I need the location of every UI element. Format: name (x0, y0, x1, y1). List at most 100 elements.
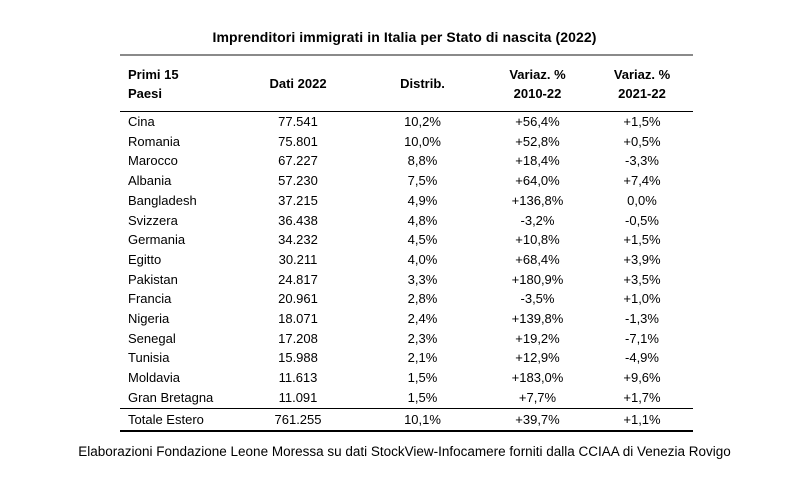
table-cell: +183,0% (511, 370, 564, 386)
table-cell: 18.071 (278, 311, 318, 327)
table-cell: +3,9% (623, 251, 661, 267)
table-row: Francia 20.961 2,8% -3,5% +1,0% (120, 289, 693, 309)
table-cell: 75.801 (278, 133, 318, 149)
table-cell: 57.230 (278, 173, 318, 189)
table-cell: -3,2% (520, 212, 555, 228)
table-cell: +3,5% (623, 271, 661, 287)
table-cell: 8,8% (407, 153, 438, 169)
table-cell: +12,9% (515, 350, 560, 366)
table-cell: +7,7% (518, 389, 557, 405)
column-header-line: Distrib. (400, 76, 445, 91)
table-cell: Germania (128, 232, 186, 248)
table-cell: Bangladesh (128, 192, 197, 208)
table-row: Svizzera 36.438 4,8% -3,2% -0,5% (120, 211, 693, 231)
table-cell: +1,7% (623, 389, 661, 405)
table-cell: Francia (128, 291, 172, 307)
table-row: Germania 34.232 4,5% +10,8% +1,5% (120, 230, 693, 250)
table-cell: +180,9% (511, 271, 564, 287)
table-cell: -0,5% (625, 212, 659, 228)
table-cell: 0,0% (627, 192, 657, 208)
table-cell: +18,4% (515, 153, 560, 169)
table-row: Egitto 30.211 4,0% +68,4% +3,9% (120, 250, 693, 270)
table-row: Pakistan 24.817 3,3% +180,9% +3,5% (120, 270, 693, 290)
table-title: Imprenditori immigrati in Italia per Sta… (212, 29, 597, 45)
column-header-paesi: Primi 15 Paesi (120, 55, 235, 112)
source-note: Elaborazioni Fondazione Leone Moressa su… (78, 444, 731, 459)
table-cell: 11.613 (278, 370, 318, 386)
table-cell: Egitto (128, 251, 162, 267)
data-table: Primi 15 Paesi Dati 2022 Distrib. Variaz… (120, 54, 693, 432)
table-cell: Senegal (128, 330, 176, 346)
table-cell: Cina (128, 114, 155, 129)
table-cell: 4,8% (407, 212, 438, 228)
table-cell: 4,9% (407, 192, 438, 208)
table-cell: +1,5% (623, 232, 661, 248)
table-cell: 10,2% (404, 114, 441, 129)
table-cell: -3,5% (520, 291, 555, 307)
table-cell: Moldavia (128, 370, 181, 386)
table-cell: 67.227 (278, 153, 318, 169)
table-cell: Tunisia (128, 350, 170, 366)
column-header-variaz-2021-22: Variaz. % 2021-22 (591, 55, 693, 112)
table-row: Moldavia 11.613 1,5% +183,0% +9,6% (120, 368, 693, 388)
table-cell: -3,3% (625, 153, 659, 169)
table-row: Marocco 67.227 8,8% +18,4% -3,3% (120, 151, 693, 171)
header-row: Primi 15 Paesi Dati 2022 Distrib. Variaz… (120, 55, 693, 112)
column-header-variaz-2010-22: Variaz. % 2010-22 (484, 55, 591, 112)
table-body: Cina 77.541 10,2% +56,4% +1,5% Romania 75.801 1… (120, 112, 693, 409)
table-cell: +68,4% (515, 251, 560, 267)
column-header-line: Variaz. % (509, 66, 566, 82)
table-cell: 7,5% (407, 173, 438, 189)
table-cell: 36.438 (278, 212, 318, 228)
table-cell: +136,8% (511, 192, 564, 208)
table-cell: Svizzera (128, 212, 178, 228)
table-cell: +139,8% (511, 311, 564, 327)
table-cell: +19,2% (515, 330, 560, 346)
table-cell: 2,3% (407, 330, 438, 346)
column-header-distrib: Distrib. (361, 55, 484, 112)
table-cell: +1,0% (623, 291, 661, 307)
table-container: Primi 15 Paesi Dati 2022 Distrib. Variaz… (120, 54, 693, 432)
total-cell: +1,1% (591, 407, 693, 432)
table-cell: 11.091 (278, 389, 318, 405)
total-cell: 10,1% (361, 407, 484, 432)
column-header-line: 2010-22 (513, 85, 562, 101)
table-cell: 1,5% (407, 370, 438, 386)
table-cell: +0,5% (623, 133, 661, 149)
table-cell: +56,4% (515, 114, 560, 129)
table-cell: 20.961 (278, 291, 318, 307)
table-cell: 2,4% (407, 311, 438, 327)
table-cell: +9,6% (623, 370, 661, 386)
table-cell: 77.541 (278, 114, 318, 129)
table-cell: 2,8% (407, 291, 438, 307)
table-cell: Marocco (128, 153, 178, 169)
table-row: Romania 75.801 10,0% +52,8% +0,5% (120, 132, 693, 152)
table-cell: Pakistan (128, 271, 178, 287)
column-header-line: Variaz. % (613, 66, 671, 82)
table-row: Albania 57.230 7,5% +64,0% +7,4% (120, 171, 693, 191)
table-cell: -7,1% (625, 330, 659, 346)
table-cell: Albania (128, 173, 172, 189)
table-cell: -4,9% (625, 350, 659, 366)
table-cell: -1,3% (625, 311, 659, 327)
total-cell: +39,7% (484, 407, 591, 432)
table-cell: +64,0% (515, 173, 560, 189)
table-cell: 37.215 (278, 192, 318, 208)
table-cell: 15.988 (278, 350, 318, 366)
table-cell: 4,0% (407, 251, 438, 267)
total-cell: Totale Estero (120, 407, 235, 432)
table-cell: 30.211 (278, 251, 318, 267)
total-row: Totale Estero 761.255 10,1% +39,7% +1,1% (120, 407, 693, 432)
column-header-dati-2022: Dati 2022 (235, 55, 361, 112)
table-cell: +1,5% (623, 114, 661, 129)
table-row: Cina 77.541 10,2% +56,4% +1,5% (120, 112, 693, 132)
column-header-line: Primi 15 (128, 66, 179, 82)
table-header: Primi 15 Paesi Dati 2022 Distrib. Variaz… (120, 55, 693, 112)
table-row: Senegal 17.208 2,3% +19,2% -7,1% (120, 329, 693, 349)
table-cell: 24.817 (278, 271, 318, 287)
table-cell: +10,8% (515, 232, 560, 248)
table-cell: Nigeria (128, 311, 170, 327)
table-row: Bangladesh 37.215 4,9% +136,8% 0,0% (120, 191, 693, 211)
total-cell: 761.255 (235, 407, 361, 432)
